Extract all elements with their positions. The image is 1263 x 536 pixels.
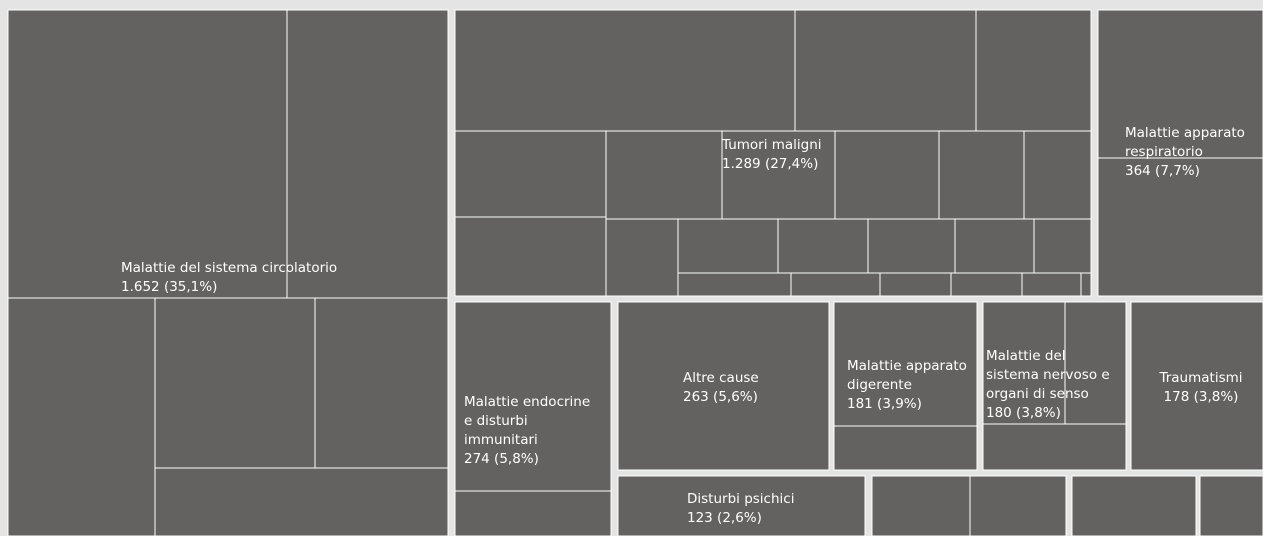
treemap-cell-tumori-0[interactable]	[454, 9, 796, 132]
treemap-group-circolatorio	[7, 9, 449, 536]
treemap-cell-nervoso-2[interactable]	[982, 423, 1127, 471]
treemap-cell-circolatorio-0[interactable]	[7, 9, 288, 299]
treemap-cell-tumori-19[interactable]	[950, 272, 1023, 297]
treemap-cell-endocrine-0[interactable]	[454, 301, 612, 492]
treemap-label-traumatismi: Traumatismi 178 (3,8%)	[1158, 370, 1242, 405]
treemap-cell-psichici-4[interactable]	[1199, 475, 1263, 536]
treemap-cell-tumori-15[interactable]	[1033, 218, 1092, 274]
treemap-cell-tumori-17[interactable]	[790, 272, 881, 297]
treemap-cell-psichici-0[interactable]	[617, 475, 866, 536]
treemap-label-nervoso: Malattie del sistema nervoso e organi di s…	[986, 348, 1110, 421]
treemap-cell-tumori-14[interactable]	[954, 218, 1035, 274]
treemap-group-psichici	[617, 475, 1263, 536]
treemap-cell-tumori-4[interactable]	[454, 216, 607, 297]
treemap-cell-circolatorio-2[interactable]	[7, 297, 156, 536]
treemap-cell-tumori-13[interactable]	[867, 218, 956, 274]
treemap-cell-tumori-2[interactable]	[975, 9, 1092, 132]
treemap-group-endocrine	[454, 301, 612, 536]
treemap-cell-tumori-3[interactable]	[454, 130, 607, 218]
treemap-cell-tumori-8[interactable]	[938, 130, 1025, 220]
treemap-cell-tumori-5[interactable]	[605, 130, 723, 220]
treemap-group-nervoso	[982, 301, 1127, 471]
treemap-cell-circolatorio-1[interactable]	[286, 9, 449, 299]
treemap-cell-tumori-1[interactable]	[794, 9, 977, 132]
treemap-label-digerente: Malattie apparato digerente 181 (3,9%)	[847, 358, 967, 412]
treemap-label-tumori: Tumori maligni 1.289 (27,4%)	[721, 137, 822, 172]
treemap-cell-tumori-7[interactable]	[834, 130, 940, 220]
treemap-cell-tumori-20[interactable]	[1021, 272, 1082, 297]
treemap-cell-tumori-21[interactable]	[1080, 272, 1092, 297]
treemap-cell-nervoso-0[interactable]	[982, 301, 1066, 425]
treemap-cell-tumori-16[interactable]	[677, 272, 792, 297]
treemap-label-circolatorio: Malattie del sistema circolatorio 1.652 (…	[121, 260, 337, 295]
treemap-label-endocrine: Malattie endocrine e disturbi immunitari 27…	[464, 394, 590, 467]
treemap-cell-circolatorio-3[interactable]	[154, 297, 316, 469]
treemap-cell-tumori-11[interactable]	[677, 218, 779, 274]
treemap-cell-tumori-18[interactable]	[879, 272, 952, 297]
treemap-cell-endocrine-1[interactable]	[454, 490, 612, 536]
treemap-cell-tumori-10[interactable]	[605, 218, 679, 297]
treemap-group-respiratorio	[1097, 9, 1263, 297]
treemap-group-tumori	[454, 9, 1092, 297]
treemap-label-respiratorio: Malattie apparato respiratorio 364 (7,7%)	[1125, 125, 1245, 179]
treemap-cell-psichici-3[interactable]	[1071, 475, 1197, 536]
treemap-cell-nervoso-1[interactable]	[1064, 301, 1127, 425]
treemap-cell-respiratorio-1[interactable]	[1097, 157, 1263, 297]
treemap-group-digerente	[833, 301, 978, 471]
treemap-cell-psichici-2[interactable]	[969, 475, 1067, 536]
treemap-cell-circolatorio-5[interactable]	[154, 467, 449, 536]
treemap-cell-tumori-12[interactable]	[777, 218, 869, 274]
treemap-group-altre	[617, 301, 830, 471]
treemap-cell-psichici-1[interactable]	[871, 475, 971, 536]
treemap-cell-tumori-9[interactable]	[1023, 130, 1092, 220]
treemap-cell-digerente-0[interactable]	[833, 301, 978, 427]
treemap-label-psichici: Disturbi psichici 123 (2,6%)	[687, 491, 794, 526]
treemap-cell-digerente-1[interactable]	[833, 425, 978, 471]
treemap-group-traumatismi	[1130, 301, 1263, 471]
treemap-label-altre: Altre cause 263 (5,6%)	[683, 370, 759, 405]
treemap-cell-circolatorio-4[interactable]	[314, 297, 449, 469]
treemap-cell-respiratorio-0[interactable]	[1097, 9, 1263, 159]
treemap-cell-altre-0[interactable]	[617, 301, 830, 471]
treemap-cell-traumatismi-0[interactable]	[1130, 301, 1263, 471]
